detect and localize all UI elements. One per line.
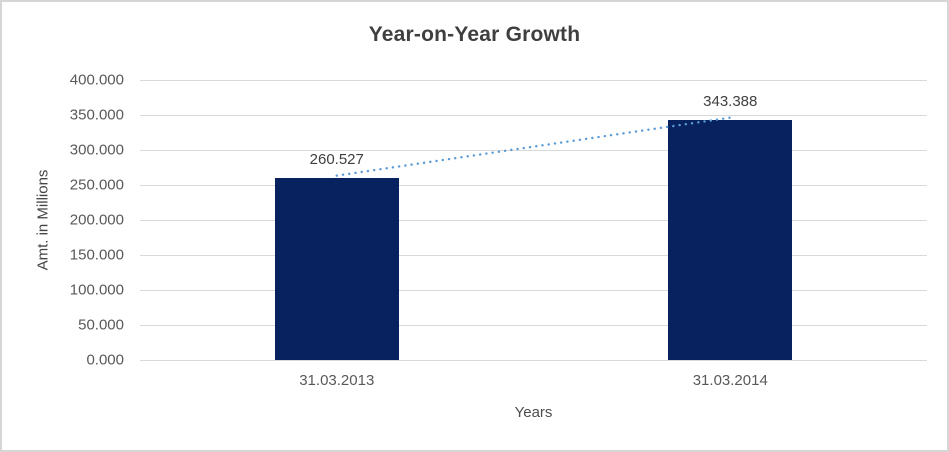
x-tick-label: 31.03.2014: [692, 372, 768, 389]
trendline: [335, 116, 732, 177]
y-tick-label: 150.000: [69, 246, 124, 264]
x-tick-label: 31.03.2013: [299, 372, 375, 389]
gridline: [140, 255, 927, 256]
gridline: [140, 185, 927, 186]
y-tick-label: 300.000: [69, 141, 124, 159]
data-label: 343.388: [703, 92, 758, 110]
y-tick-label: 250.000: [69, 176, 124, 194]
y-tick-label: 200.000: [69, 211, 124, 229]
plot-area: [140, 80, 927, 361]
x-axis-title: Years: [514, 404, 553, 421]
bar-31.03.2013: [274, 177, 399, 360]
gridline: [140, 290, 927, 291]
gridline: [140, 80, 927, 81]
gridline: [140, 115, 927, 116]
y-tick-label: 100.000: [69, 281, 124, 299]
gridline: [140, 150, 927, 151]
gridline: [140, 220, 927, 221]
chart-title: Year-on-Year Growth: [368, 23, 581, 46]
y-tick-label: 400.000: [69, 71, 124, 89]
data-label: 260.527: [309, 150, 364, 168]
y-tick-label: 350.000: [69, 106, 124, 124]
y-tick-label: 50.000: [78, 316, 124, 334]
y-tick-label: 0.000: [86, 351, 124, 369]
gridline: [140, 360, 927, 361]
bar-31.03.2014: [668, 119, 793, 360]
trendline-dotted: [335, 116, 732, 177]
gridline: [140, 325, 927, 326]
